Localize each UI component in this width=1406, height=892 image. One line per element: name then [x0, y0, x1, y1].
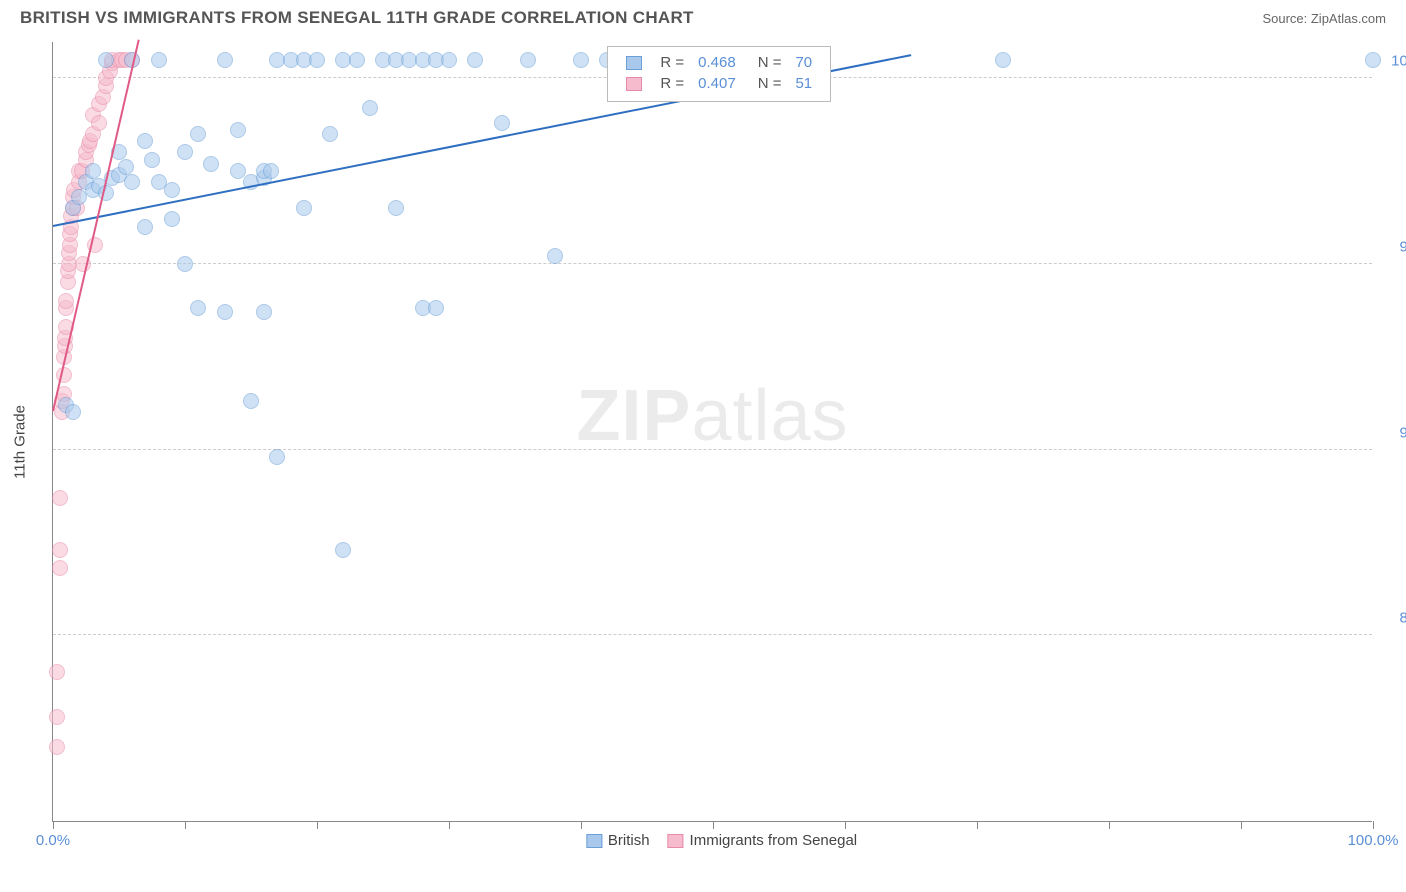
- scatter-plot: ZIPatlas 85.0%90.0%95.0%100.0%0.0%100.0%…: [52, 42, 1372, 822]
- y-tick-label: 95.0%: [1382, 238, 1406, 255]
- data-point: [164, 211, 180, 227]
- data-point: [203, 156, 219, 172]
- x-tick: [845, 821, 846, 829]
- data-point: [217, 304, 233, 320]
- x-tick: [581, 821, 582, 829]
- x-tick: [1109, 821, 1110, 829]
- data-point: [58, 293, 74, 309]
- data-point: [49, 739, 65, 755]
- data-point: [190, 126, 206, 142]
- legend-label: Immigrants from Senegal: [690, 832, 858, 849]
- data-point: [520, 52, 536, 68]
- data-point: [335, 542, 351, 558]
- data-point: [85, 163, 101, 179]
- data-point: [49, 664, 65, 680]
- legend-swatch: [586, 834, 602, 848]
- data-point: [349, 52, 365, 68]
- x-tick: [185, 821, 186, 829]
- data-point: [177, 144, 193, 160]
- x-tick: [713, 821, 714, 829]
- x-tick: [449, 821, 450, 829]
- x-tick: [1241, 821, 1242, 829]
- x-tick: [1373, 821, 1374, 829]
- data-point: [243, 393, 259, 409]
- data-point: [362, 100, 378, 116]
- data-point: [52, 542, 68, 558]
- x-tick: [977, 821, 978, 829]
- legend-swatch: [626, 77, 642, 91]
- data-point: [269, 449, 285, 465]
- data-point: [256, 304, 272, 320]
- chart-container: 11th Grade ZIPatlas 85.0%90.0%95.0%100.0…: [32, 42, 1382, 842]
- data-point: [190, 300, 206, 316]
- data-point: [573, 52, 589, 68]
- data-point: [52, 560, 68, 576]
- x-tick-label: 0.0%: [36, 832, 70, 849]
- gridline-h: [53, 263, 1372, 264]
- gridline-h: [53, 634, 1372, 635]
- data-point: [296, 200, 312, 216]
- data-point: [467, 52, 483, 68]
- data-point: [230, 122, 246, 138]
- correlation-legend: R = 0.468N = 70R = 0.407N = 51: [607, 46, 831, 102]
- data-point: [151, 52, 167, 68]
- y-tick-label: 85.0%: [1382, 610, 1406, 627]
- data-point: [230, 163, 246, 179]
- data-point: [995, 52, 1011, 68]
- x-tick: [53, 821, 54, 829]
- x-tick: [317, 821, 318, 829]
- legend-swatch: [668, 834, 684, 848]
- data-point: [494, 115, 510, 131]
- data-point: [164, 182, 180, 198]
- data-point: [309, 52, 325, 68]
- data-point: [118, 159, 134, 175]
- source-link[interactable]: ZipAtlas.com: [1311, 11, 1386, 26]
- data-point: [1365, 52, 1381, 68]
- data-point: [52, 490, 68, 506]
- data-point: [263, 163, 279, 179]
- source-credit: Source: ZipAtlas.com: [1262, 11, 1386, 26]
- gridline-h: [53, 449, 1372, 450]
- data-point: [428, 300, 444, 316]
- data-point: [177, 256, 193, 272]
- watermark: ZIPatlas: [576, 375, 848, 457]
- data-point: [322, 126, 338, 142]
- data-point: [137, 219, 153, 235]
- y-tick-label: 90.0%: [1382, 424, 1406, 441]
- data-point: [98, 52, 114, 68]
- data-point: [49, 709, 65, 725]
- data-point: [547, 248, 563, 264]
- legend-swatch: [626, 56, 642, 70]
- series-legend: British Immigrants from Senegal: [568, 832, 857, 849]
- chart-title: BRITISH VS IMMIGRANTS FROM SENEGAL 11TH …: [20, 8, 694, 28]
- data-point: [91, 115, 107, 131]
- data-point: [388, 200, 404, 216]
- data-point: [441, 52, 457, 68]
- data-point: [137, 133, 153, 149]
- x-tick-label: 100.0%: [1348, 832, 1399, 849]
- y-axis-label: 11th Grade: [12, 405, 29, 479]
- y-tick-label: 100.0%: [1382, 53, 1406, 70]
- data-point: [124, 174, 140, 190]
- data-point: [217, 52, 233, 68]
- legend-label: British: [608, 832, 650, 849]
- data-point: [144, 152, 160, 168]
- data-point: [65, 404, 81, 420]
